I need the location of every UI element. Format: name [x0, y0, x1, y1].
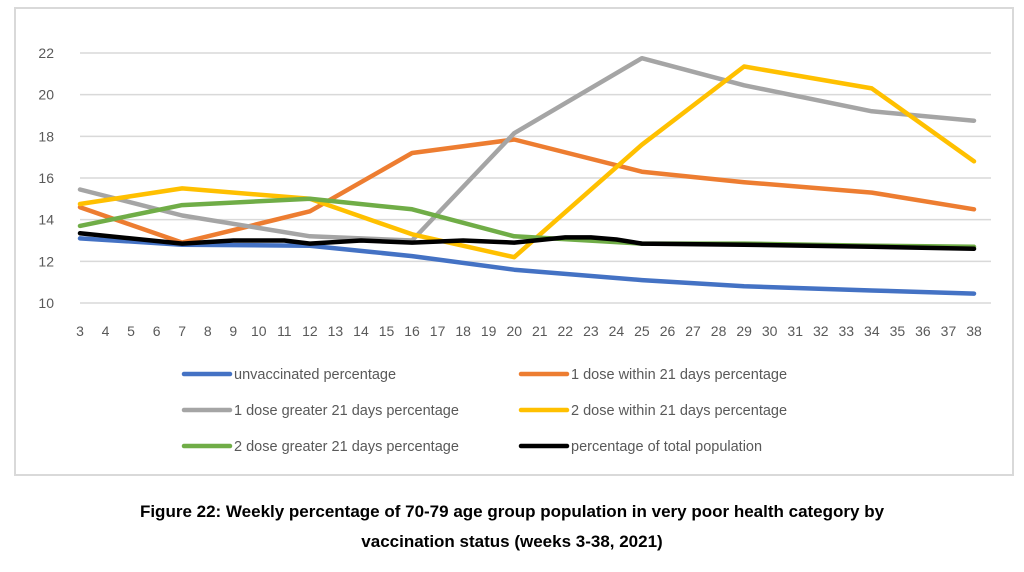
- series-line-6: [77, 230, 977, 252]
- y-tick-label: 22: [38, 45, 54, 61]
- x-tick-label: 35: [890, 323, 906, 339]
- x-tick-label: 13: [328, 323, 344, 339]
- x-tick-label: 8: [204, 323, 212, 339]
- x-tick-label: 36: [915, 323, 931, 339]
- y-tick-label: 14: [38, 212, 54, 228]
- y-tick-label: 12: [38, 253, 54, 269]
- x-tick-label: 29: [736, 323, 752, 339]
- x-tick-label: 20: [506, 323, 522, 339]
- series-lines: [77, 55, 977, 296]
- x-tick-label: 12: [302, 323, 318, 339]
- x-tick-label: 34: [864, 323, 880, 339]
- x-tick-label: 10: [251, 323, 267, 339]
- x-tick-label: 18: [455, 323, 471, 339]
- x-tick-label: 32: [813, 323, 829, 339]
- x-tick-label: 16: [404, 323, 420, 339]
- x-tick-label: 11: [277, 323, 292, 339]
- y-tick-label: 16: [38, 170, 54, 186]
- x-tick-label: 14: [353, 323, 369, 339]
- caption-line-2: vaccination status (weeks 3-38, 2021): [361, 532, 663, 551]
- chart-area: 10 12 14 16 18 20 22 3 4 5 6 7 8 9 10 11 12 13 14 15 16 17 18…: [14, 7, 1014, 476]
- x-tick-label: 6: [153, 323, 161, 339]
- figure-caption: Figure 22: Weekly percentage of 70-79 ag…: [0, 497, 1024, 557]
- gridlines: [80, 52, 991, 304]
- x-tick-label: 21: [532, 323, 548, 339]
- legend-label-1: unvaccinated percentage: [234, 367, 396, 383]
- x-axis-ticks: 3 4 5 6 7 8 9 10 11 12 13 14 15 16 17 18 19 20 21 22 23 24 25 2…: [76, 323, 982, 339]
- x-tick-label: 4: [102, 323, 110, 339]
- x-tick-label: 17: [430, 323, 446, 339]
- y-tick-label: 18: [38, 128, 54, 144]
- x-tick-label: 37: [941, 323, 957, 339]
- x-tick-label: 19: [481, 323, 497, 339]
- x-tick-label: 24: [609, 323, 625, 339]
- y-axis-ticks: 10 12 14 16 18 20 22: [38, 45, 54, 311]
- legend-label-2: 1 dose within 21 days percentage: [571, 367, 787, 383]
- legend: unvaccinated percentage 1 dose within 21 …: [181, 367, 787, 455]
- x-tick-label: 25: [634, 323, 650, 339]
- x-tick-label: 27: [685, 323, 701, 339]
- x-tick-label: 9: [229, 323, 237, 339]
- x-tick-label: 15: [379, 323, 395, 339]
- y-tick-label: 20: [38, 87, 54, 103]
- x-tick-label: 30: [762, 323, 778, 339]
- x-tick-label: 28: [711, 323, 727, 339]
- caption-line-1: Figure 22: Weekly percentage of 70-79 ag…: [139, 502, 885, 521]
- series-line-3: [77, 55, 977, 243]
- x-tick-label: 23: [583, 323, 599, 339]
- x-tick-label: 22: [558, 323, 574, 339]
- legend-label-3: 1 dose greater 21 days percentage: [234, 403, 459, 419]
- x-tick-label: 5: [127, 323, 135, 339]
- y-tick-label: 10: [38, 295, 54, 311]
- series-line-2: [77, 137, 977, 245]
- x-tick-label: 38: [966, 323, 982, 339]
- legend-label-6: percentage of total population: [571, 439, 762, 455]
- x-tick-label: 33: [838, 323, 854, 339]
- x-tick-label: 31: [787, 323, 803, 339]
- legend-label-5: 2 dose greater 21 days percentage: [234, 439, 459, 455]
- legend-label-4: 2 dose within 21 days percentage: [571, 403, 787, 419]
- x-tick-label: 7: [178, 323, 186, 339]
- x-tick-label: 3: [76, 323, 84, 339]
- x-tick-label: 26: [660, 323, 676, 339]
- series-line-1: [77, 236, 977, 296]
- series-line-4: [77, 64, 977, 260]
